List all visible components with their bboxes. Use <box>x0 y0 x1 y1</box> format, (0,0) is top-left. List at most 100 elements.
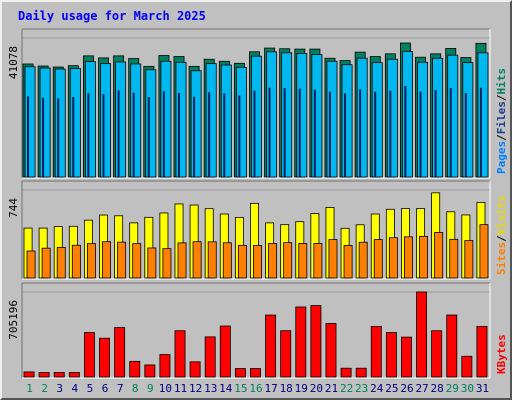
bar-kbytes <box>129 360 141 378</box>
bar-pages <box>87 93 90 177</box>
legend-files: Files <box>495 101 508 134</box>
bar-pages <box>359 89 362 177</box>
bar-files <box>69 67 81 178</box>
bar-pages <box>57 98 60 177</box>
legend-separator: / <box>495 235 508 242</box>
bar-sites <box>192 241 202 279</box>
bar-kbytes <box>476 325 488 378</box>
bar-pages <box>344 93 347 177</box>
bar-files <box>477 52 489 178</box>
bar-kbytes <box>99 337 110 378</box>
bar-pages <box>177 93 180 177</box>
bar-files <box>281 52 293 178</box>
bar-kbytes <box>53 372 65 378</box>
bar-kbytes <box>174 330 186 378</box>
bar-kbytes <box>461 355 473 378</box>
bar-pages <box>193 96 196 177</box>
x-tick-label: 6 <box>102 382 109 395</box>
bar-pages <box>479 87 482 177</box>
bar-kbytes <box>234 368 246 378</box>
bar-files <box>296 53 308 178</box>
bar-kbytes <box>295 306 307 378</box>
bar-pages <box>419 91 422 177</box>
bar-pages <box>449 88 452 177</box>
bar-sites <box>388 237 398 279</box>
bar-files <box>100 63 111 178</box>
bar-sites <box>207 241 217 279</box>
x-tick-label: 7 <box>117 382 124 395</box>
x-tick-label: 4 <box>72 382 79 395</box>
bar-kbytes <box>401 336 412 378</box>
bar-files <box>326 60 338 178</box>
bar-files <box>115 61 127 178</box>
x-tick-label: 12 <box>189 382 202 395</box>
bar-kbytes <box>23 371 35 378</box>
x-tick-label: 2 <box>41 382 48 395</box>
legend-pages: Pages <box>495 141 508 174</box>
x-tick-label: 1 <box>26 382 33 395</box>
x-tick-label: 11 <box>174 382 187 395</box>
bar-pages <box>404 85 407 177</box>
y-max-label: 744 <box>7 198 20 218</box>
bar-pages <box>238 95 241 177</box>
bar-files <box>145 69 157 178</box>
x-tick-label: 27 <box>415 382 428 395</box>
bar-files <box>24 66 36 178</box>
bar-pages <box>162 91 165 177</box>
legend-visits: Visits <box>495 196 508 236</box>
bar-files <box>220 64 232 178</box>
bar-pages <box>374 91 377 177</box>
chart-panels: 41078Pages/Files/Hits744Sites/Visits7051… <box>7 28 508 379</box>
bar-pages <box>117 90 120 177</box>
bar-files <box>341 64 353 178</box>
legend-separator: / <box>495 134 508 141</box>
bar-sites <box>177 242 187 279</box>
x-tick-label: 24 <box>370 382 384 395</box>
x-axis-day-labels: 1 2 3 4 5 6 7 8 9 10 11 12 13 14 15 16 17 18 19 20 21 22 23 24 2… <box>26 382 489 395</box>
bar-files <box>417 61 429 178</box>
x-tick-label: 31 <box>476 382 489 395</box>
bar-sites <box>162 248 172 279</box>
chart-title: Daily usage for March 2025 <box>18 9 206 23</box>
bar-kbytes <box>340 367 352 378</box>
bar-sites <box>343 245 353 279</box>
bar-kbytes <box>431 330 443 378</box>
y-max-label: 705196 <box>7 300 20 340</box>
bar-sites <box>86 243 96 279</box>
y-max-label: 41078 <box>7 46 20 79</box>
bar-sites <box>71 244 81 279</box>
bar-sites <box>268 243 278 279</box>
bar-files <box>235 66 247 178</box>
bar-files <box>356 57 368 178</box>
bar-sites <box>222 242 232 279</box>
bar-sites <box>147 247 157 279</box>
bar-pages <box>102 94 105 177</box>
bar-files <box>190 70 202 178</box>
bar-pages <box>313 89 316 177</box>
bar-pages <box>208 92 211 177</box>
x-tick-label: 3 <box>56 382 63 395</box>
bar-kbytes <box>370 325 382 378</box>
panel-visits: 744 Sites/Visits <box>7 180 508 280</box>
bar-sites <box>132 243 142 279</box>
x-tick-label: 30 <box>461 382 474 395</box>
bar-pages <box>434 90 437 177</box>
bar-sites <box>298 243 308 279</box>
bar-pages <box>27 96 29 177</box>
bar-sites <box>41 247 51 279</box>
bar-files <box>54 68 66 178</box>
panel-kbytes: 705196 KBytes <box>7 282 508 379</box>
bar-sites <box>283 242 293 279</box>
bar-files <box>175 61 187 178</box>
x-tick-label: 25 <box>385 382 398 395</box>
bar-kbytes <box>204 336 216 378</box>
legend: Sites/Visits <box>495 196 508 276</box>
bar-kbytes <box>446 314 458 378</box>
bar-pages <box>268 87 271 177</box>
bar-files <box>402 51 413 178</box>
bar-pages <box>72 97 75 177</box>
bar-pages <box>328 91 331 177</box>
bar-sites <box>117 241 127 279</box>
bar-pages <box>223 93 226 177</box>
x-tick-label: 8 <box>132 382 139 395</box>
